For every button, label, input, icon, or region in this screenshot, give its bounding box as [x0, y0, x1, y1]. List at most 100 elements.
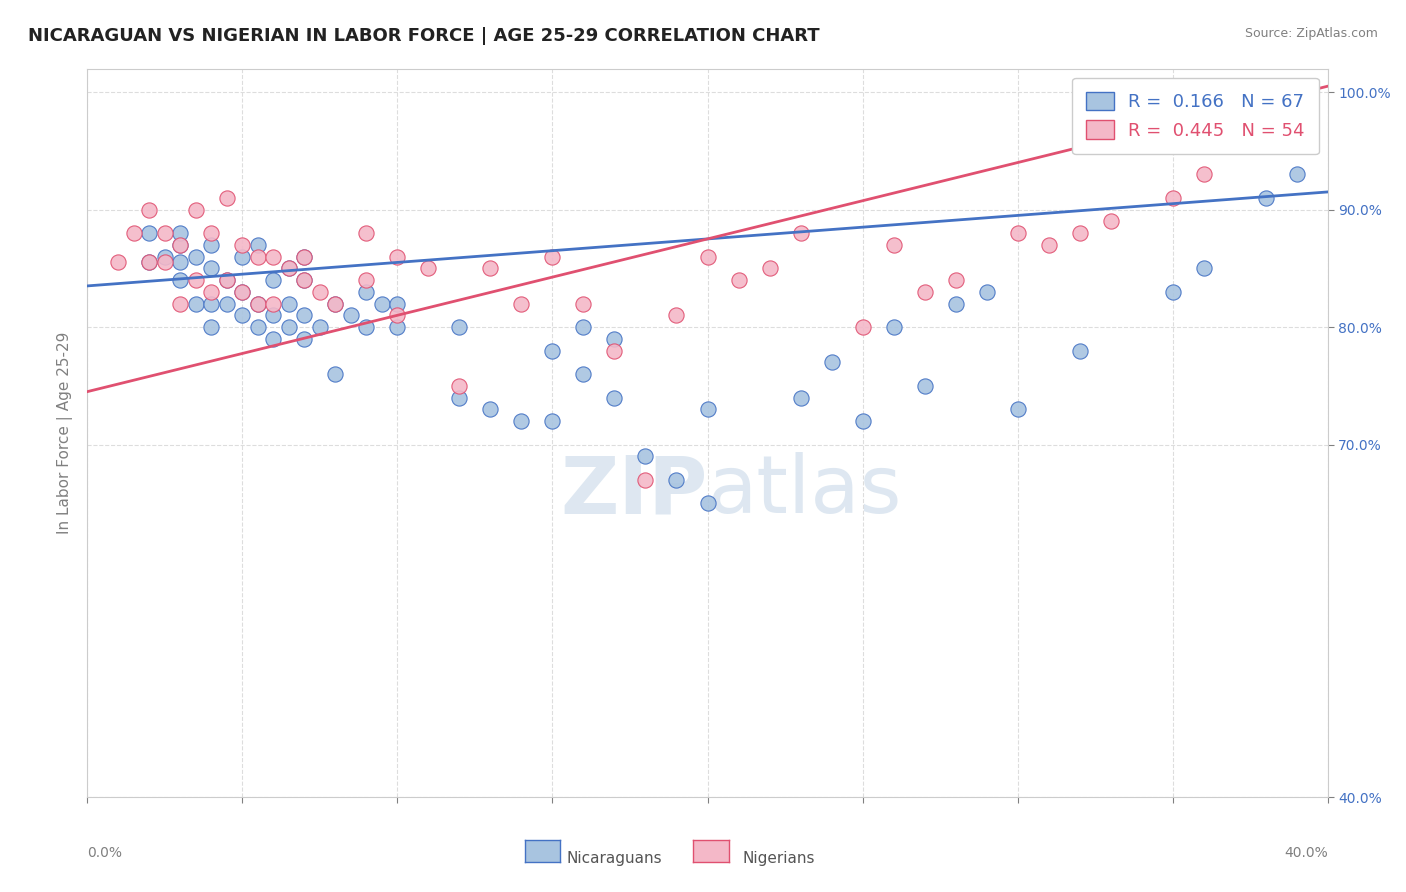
Text: NICARAGUAN VS NIGERIAN IN LABOR FORCE | AGE 25-29 CORRELATION CHART: NICARAGUAN VS NIGERIAN IN LABOR FORCE | …	[28, 27, 820, 45]
Point	[107, 255, 129, 269]
Point	[883, 237, 905, 252]
Point	[1099, 214, 1122, 228]
Point	[200, 261, 222, 276]
Point	[246, 296, 269, 310]
Point	[1038, 237, 1060, 252]
Point	[200, 296, 222, 310]
Point	[184, 202, 207, 217]
Point	[169, 237, 191, 252]
Point	[184, 296, 207, 310]
Point	[945, 273, 967, 287]
Point	[138, 202, 160, 217]
Point	[479, 402, 502, 417]
Point	[1007, 402, 1029, 417]
Point	[215, 273, 238, 287]
Point	[277, 296, 299, 310]
Point	[215, 296, 238, 310]
Point	[945, 296, 967, 310]
Point	[356, 226, 378, 240]
Point	[449, 320, 471, 334]
Point	[572, 320, 595, 334]
Point	[262, 308, 284, 322]
Point	[418, 261, 440, 276]
Point	[153, 226, 176, 240]
Point	[852, 414, 875, 428]
Point	[479, 261, 502, 276]
Point	[231, 308, 253, 322]
Point	[1254, 191, 1277, 205]
Point	[449, 379, 471, 393]
Point	[852, 320, 875, 334]
Text: atlas: atlas	[707, 452, 901, 530]
Point	[510, 414, 533, 428]
Point	[665, 308, 688, 322]
Point	[169, 255, 191, 269]
Point	[153, 255, 176, 269]
Point	[387, 308, 409, 322]
Point	[665, 473, 688, 487]
Point	[246, 320, 269, 334]
Point	[262, 332, 284, 346]
Point	[292, 332, 315, 346]
Point	[184, 273, 207, 287]
Point	[634, 473, 657, 487]
Point	[308, 320, 330, 334]
Point	[277, 261, 299, 276]
Point	[356, 273, 378, 287]
Point	[603, 391, 626, 405]
Point	[122, 226, 145, 240]
Point	[292, 273, 315, 287]
Point	[572, 296, 595, 310]
Point	[696, 250, 718, 264]
Point	[914, 379, 936, 393]
Point	[292, 273, 315, 287]
Point	[541, 250, 564, 264]
Point	[231, 285, 253, 299]
Point	[1069, 226, 1091, 240]
Point	[1285, 120, 1308, 135]
Point	[603, 343, 626, 358]
Point	[153, 250, 176, 264]
Point	[387, 320, 409, 334]
Point	[200, 237, 222, 252]
Point	[339, 308, 361, 322]
Point	[1192, 167, 1215, 181]
Point	[215, 273, 238, 287]
Point	[696, 496, 718, 510]
Point	[169, 237, 191, 252]
Point	[1161, 191, 1184, 205]
Point	[246, 250, 269, 264]
Point	[387, 296, 409, 310]
Point	[323, 367, 346, 381]
Point	[572, 367, 595, 381]
Text: 0.0%: 0.0%	[87, 847, 122, 860]
Point	[200, 226, 222, 240]
Point	[449, 391, 471, 405]
Text: Source: ZipAtlas.com: Source: ZipAtlas.com	[1244, 27, 1378, 40]
Point	[184, 250, 207, 264]
Point	[169, 273, 191, 287]
Point	[1161, 285, 1184, 299]
Point	[262, 273, 284, 287]
Point	[1285, 167, 1308, 181]
Point	[262, 250, 284, 264]
Point	[634, 450, 657, 464]
Point	[1192, 261, 1215, 276]
Point	[246, 237, 269, 252]
Point	[231, 285, 253, 299]
Point	[758, 261, 780, 276]
Point	[976, 285, 998, 299]
Point	[231, 250, 253, 264]
Point	[696, 402, 718, 417]
Point	[1007, 226, 1029, 240]
Point	[541, 414, 564, 428]
Point	[169, 296, 191, 310]
Text: 40.0%: 40.0%	[1284, 847, 1327, 860]
Point	[308, 285, 330, 299]
Point	[541, 343, 564, 358]
Point	[231, 237, 253, 252]
Point	[1069, 343, 1091, 358]
Point	[200, 285, 222, 299]
Point	[277, 261, 299, 276]
Text: Nigerians: Nigerians	[742, 851, 815, 865]
